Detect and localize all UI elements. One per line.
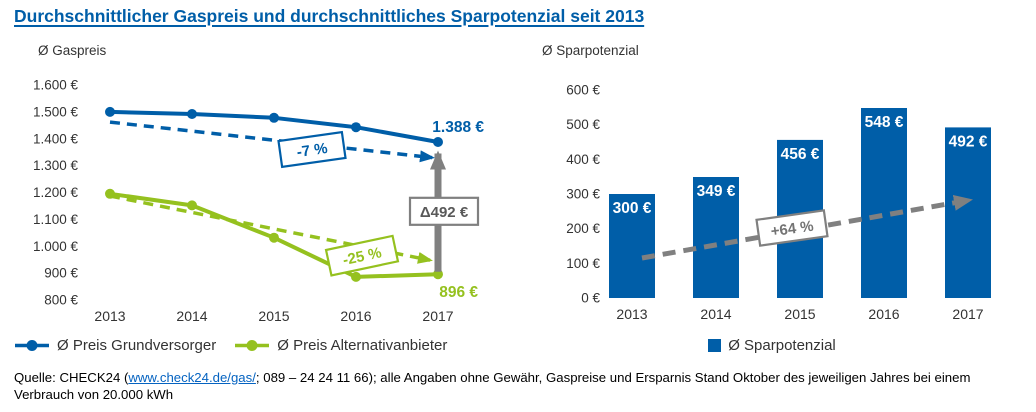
y-tick-200 €: 200 € xyxy=(566,221,600,236)
savings-trend-label: +64 % xyxy=(755,209,829,247)
data-point xyxy=(269,112,279,123)
legend-label-alternativanbieter: Ø Preis Alternativanbieter xyxy=(277,337,448,354)
y-tick-1.400 €: 1.400 € xyxy=(33,131,79,146)
delta-label-frame xyxy=(408,196,480,226)
bar-2014 xyxy=(693,177,739,298)
bar-value-2015: 456 € xyxy=(781,146,820,163)
grundversorger-trend-label-text: -7 % xyxy=(296,140,329,161)
x-tick-2015: 2015 xyxy=(784,306,815,322)
alternativanbieter-trend-label-frame xyxy=(324,234,400,277)
grundversorger-line-marker-icon xyxy=(15,340,49,351)
bar-value-2013: 300 € xyxy=(613,200,652,217)
x-tick-2017: 2017 xyxy=(952,306,983,322)
legend-item-grundversorger: Ø Preis Grundversorger xyxy=(14,337,216,354)
y-tick-1.100 €: 1.100 € xyxy=(33,212,79,227)
grundversorger-trend-label: -7 % xyxy=(277,130,347,169)
legend-item-sparpotenzial: Ø Sparpotenzial xyxy=(708,337,836,354)
y-tick-800 €: 800 € xyxy=(44,293,78,308)
grundversorger-trend-arrow xyxy=(109,120,435,163)
data-point xyxy=(351,122,361,133)
alternativanbieter-line-marker-icon xyxy=(235,340,270,351)
alternativanbieter-trend-arrow xyxy=(109,194,433,264)
bar-value-2014: 349 € xyxy=(697,183,736,200)
savings-trend-label-frame xyxy=(755,209,829,247)
savings-axis-title: Ø Sparpotenzial xyxy=(542,43,639,58)
alternativanbieter-trend-label: -25 % xyxy=(324,234,400,277)
bar-2013 xyxy=(609,194,655,298)
savings-legend: Ø Sparpotenzial xyxy=(508,337,1036,354)
delta-label: Δ492 € xyxy=(408,196,480,226)
y-tick-1.600 €: 1.600 € xyxy=(33,78,79,93)
legend-label-sparpotenzial: Ø Sparpotenzial xyxy=(728,337,836,354)
y-tick-1.200 €: 1.200 € xyxy=(33,185,79,200)
delta-label-text: Δ492 € xyxy=(420,204,469,221)
gas-price-line-chart: 800 € 900 € 1.000 € 1.100 € 1.200 € 1.300 € 1.… xyxy=(33,78,484,325)
bar-value-2017: 492 € xyxy=(949,133,988,150)
sparpotenzial-square-marker-icon xyxy=(708,339,722,352)
savings-chart-panel: Ø Sparpotenzial 0 € 100 € 200 € 300 € 400 € 5… xyxy=(508,40,1036,370)
legend-item-alternativanbieter: Ø Preis Alternativanbieter xyxy=(234,337,447,354)
bar-2016 xyxy=(861,108,907,298)
data-point xyxy=(105,188,115,199)
marker-dot xyxy=(246,340,258,351)
marker-square xyxy=(708,339,722,352)
y-tick-300 €: 300 € xyxy=(566,187,600,202)
page-title: Durchschnittlicher Gaspreis und durchsch… xyxy=(14,6,645,26)
source-note: Quelle: CHECK24 (www.check24.de/gas/; 08… xyxy=(14,369,1022,404)
bar-value-2016: 548 € xyxy=(865,114,904,131)
x-tick-2016: 2016 xyxy=(340,308,371,324)
grundversorger-end-value: 1.388 € xyxy=(432,119,484,136)
gas-price-axis-title: Ø Gaspreis xyxy=(38,43,107,58)
y-tick-500 €: 500 € xyxy=(566,117,600,132)
gas-price-chart-panel: Ø Gaspreis 800 € 900 € 1.000 € 1.100 € 1.200… xyxy=(0,40,508,370)
data-point xyxy=(187,200,197,211)
source-text-prefix: Quelle: CHECK24 ( xyxy=(14,370,129,385)
charts-row: Ø Gaspreis 800 € 900 € 1.000 € 1.100 € 1.200… xyxy=(0,40,1036,370)
x-tick-2015: 2015 xyxy=(258,308,289,324)
alternativanbieter-end-value: 896 € xyxy=(439,284,478,301)
marker-dot xyxy=(26,340,38,351)
x-tick-2013: 2013 xyxy=(616,306,647,322)
savings-bar-chart: 0 € 100 € 200 € 300 € 400 € 500 € 600 € 2013 201… xyxy=(566,83,991,322)
data-point xyxy=(351,271,361,282)
bar-2017 xyxy=(945,127,991,299)
y-tick-1.000 €: 1.000 € xyxy=(33,239,79,254)
savings-trend-arrow xyxy=(641,194,973,261)
x-tick-2013: 2013 xyxy=(94,308,125,324)
y-tick-600 €: 600 € xyxy=(566,83,600,98)
gas-price-legend: Ø Preis Grundversorger Ø Preis Alternati… xyxy=(0,337,508,354)
data-point xyxy=(105,106,115,117)
y-tick-1.300 €: 1.300 € xyxy=(33,158,79,173)
data-point xyxy=(269,232,279,243)
y-tick-100 €: 100 € xyxy=(566,256,600,271)
x-tick-2017: 2017 xyxy=(422,308,453,324)
y-tick-400 €: 400 € xyxy=(566,152,600,167)
x-tick-2016: 2016 xyxy=(868,306,899,322)
x-tick-2014: 2014 xyxy=(176,308,207,324)
y-tick-1.500 €: 1.500 € xyxy=(33,104,79,119)
source-text-suffix: ; 089 – 24 24 11 66); alle Angaben ohne … xyxy=(14,370,971,403)
x-tick-2014: 2014 xyxy=(700,306,731,322)
grundversorger-trend-label-frame xyxy=(277,130,347,169)
y-tick-900 €: 900 € xyxy=(44,266,78,281)
data-point xyxy=(187,109,197,119)
savings-trend-label-text: +64 % xyxy=(770,218,815,241)
data-point xyxy=(433,137,443,147)
check24-link[interactable]: www.check24.de/gas/ xyxy=(128,370,256,385)
y-tick-0 €: 0 € xyxy=(581,291,600,306)
legend-label-grundversorger: Ø Preis Grundversorger xyxy=(57,337,217,354)
